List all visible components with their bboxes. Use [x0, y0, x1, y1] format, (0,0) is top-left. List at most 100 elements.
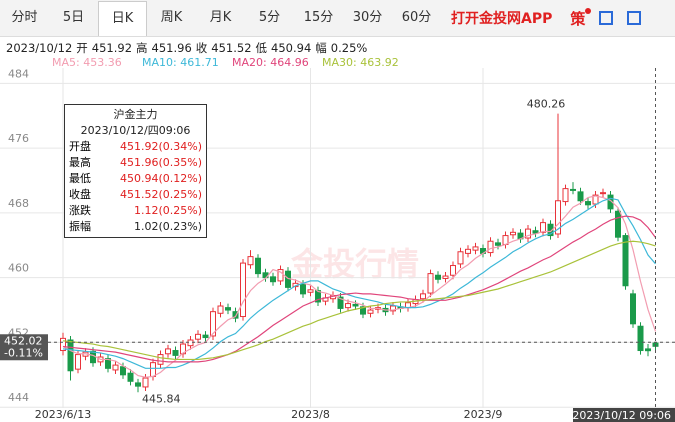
- candle-body: [495, 242, 501, 246]
- candle-body: [142, 377, 149, 388]
- candle-body: [270, 276, 276, 283]
- tooltip-date: 2023/10/12/四09:06: [80, 124, 191, 137]
- info-item: 开: [76, 41, 88, 55]
- y-tick-label: 476: [8, 132, 29, 145]
- candle-body: [352, 303, 359, 307]
- candle-body: [420, 293, 426, 300]
- tab[interactable]: 周K: [160, 10, 183, 25]
- info-item: 2023/10/12: [6, 41, 73, 55]
- candle-body: [427, 273, 434, 294]
- watermark: 金投行情: [290, 245, 419, 283]
- candle-body: [630, 293, 636, 325]
- tooltip-row: 涨跌 1.12(0.25%): [69, 203, 202, 219]
- candle-body: [337, 296, 344, 309]
- candle-body: [637, 325, 644, 352]
- tooltip-row: 开盘 451.92(0.34%): [69, 139, 202, 155]
- candle-body: [202, 334, 209, 339]
- date-label-box: [573, 408, 675, 422]
- tooltip-value: 451.92(0.34%): [119, 140, 202, 153]
- ma-line: [62, 240, 656, 361]
- candle-body: [532, 230, 539, 234]
- info-item: 451.96: [151, 41, 192, 55]
- candle-body: [277, 269, 284, 282]
- strategy-button[interactable]: 策: [570, 7, 592, 28]
- settings-icon[interactable]: [627, 11, 642, 25]
- max-annotation: 480.26: [527, 98, 566, 111]
- ma-line: [62, 215, 656, 363]
- tooltip-label: 振幅: [69, 220, 91, 233]
- tab[interactable]: 15分: [303, 10, 334, 25]
- candle-body: [367, 309, 374, 314]
- candle-body: [360, 306, 366, 315]
- candle-body: [172, 350, 179, 356]
- tooltip-value: 451.52(0.25%): [119, 188, 202, 201]
- y-tick-label: 444: [8, 391, 29, 404]
- candle-body: [112, 364, 119, 371]
- crosshair-change: -0.11%: [4, 346, 43, 359]
- tooltip-label: 开盘: [69, 140, 91, 153]
- tooltip-label: 收盘: [69, 188, 91, 201]
- info-item: 0.25%: [330, 41, 368, 55]
- info-item: 451.52: [211, 41, 252, 55]
- candle-body: [442, 275, 449, 279]
- candle-body: [570, 188, 576, 191]
- fullscreen-icon[interactable]: [599, 11, 614, 25]
- candle-body: [510, 231, 516, 236]
- candle-body: [472, 246, 479, 251]
- candle-body: [645, 348, 651, 352]
- candle-body: [157, 354, 164, 365]
- legend-label: MA30: 463.92: [322, 56, 399, 69]
- tab[interactable]: 分时: [11, 10, 38, 25]
- x-tick-label: 2023/8: [291, 408, 330, 421]
- tab[interactable]: 60分: [401, 10, 432, 25]
- tab[interactable]: 5分: [258, 10, 281, 25]
- candle-body: [615, 210, 621, 238]
- candle-body: [592, 194, 599, 205]
- price-label-box: [0, 334, 48, 361]
- candle-body: [577, 191, 584, 202]
- x-tick-label: 2023/6/13: [35, 408, 91, 421]
- candle-body: [165, 348, 171, 355]
- candle-body: [450, 265, 456, 276]
- info-item: 收: [195, 41, 208, 55]
- tab[interactable]: 30分: [352, 10, 383, 25]
- tooltip-row: 最低 450.94(0.12%): [69, 171, 202, 187]
- candle-body: [607, 194, 614, 210]
- candle-body: [120, 366, 126, 376]
- candle-body: [255, 257, 261, 275]
- candle-body: [105, 358, 111, 369]
- tab-bar: 分时 5日 日K 周K 月K 5分 15分 30分 60分 打开金投网APP 策: [0, 0, 675, 37]
- tooltip-title: 沪金主力: [113, 108, 158, 121]
- candle-body: [555, 200, 561, 235]
- tooltip: 沪金主力 2023/10/12/四09:06 开盘 451.92(0.34%) 最高…: [64, 104, 207, 238]
- tab[interactable]: 5日: [62, 10, 85, 25]
- tab[interactable]: 日K: [98, 0, 147, 36]
- candle-body: [622, 235, 629, 287]
- candle-body: [232, 311, 239, 319]
- candle-body: [67, 339, 74, 372]
- candle-body: [315, 290, 321, 303]
- info-item: 450.94: [271, 41, 312, 55]
- tooltip-row: 收盘 451.52(0.25%): [69, 187, 202, 203]
- candle-body: [307, 289, 314, 293]
- candle-body: [240, 262, 246, 318]
- legend-label: MA10: 461.71: [142, 56, 219, 69]
- candle-body: [247, 256, 254, 266]
- y-tick-label: 468: [8, 197, 29, 210]
- app-link[interactable]: 打开金投网APP: [451, 11, 553, 27]
- tooltip-value: 451.96(0.35%): [119, 156, 202, 169]
- candle-body: [457, 251, 464, 265]
- candle-body: [345, 303, 351, 309]
- candle-body: [487, 240, 494, 254]
- y-tick-label: 460: [8, 262, 29, 275]
- candle-body: [210, 311, 216, 337]
- candle-body: [75, 354, 81, 370]
- tab[interactable]: 月K: [209, 10, 232, 25]
- candle-body: [225, 307, 231, 311]
- candle-body: [540, 222, 546, 233]
- crosshair-date: 2023/10/12 09:06: [572, 409, 671, 422]
- x-tick-label: 2023/9: [464, 408, 503, 421]
- legend-label: MA5: 453.36: [52, 56, 122, 69]
- candle-body: [150, 362, 156, 377]
